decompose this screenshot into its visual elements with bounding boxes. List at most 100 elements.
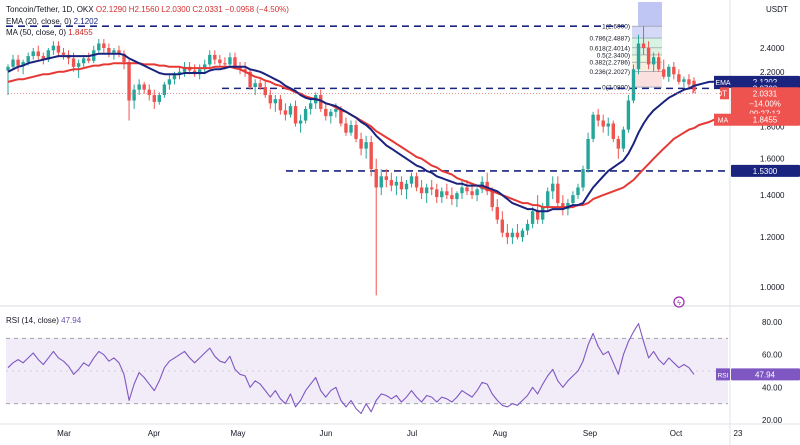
rsi-tick-label: 40.00 (762, 383, 783, 392)
candle-body (324, 108, 328, 117)
candle-body (384, 176, 389, 180)
candle-body (112, 50, 116, 53)
candle-body (626, 100, 631, 130)
candle-body (263, 87, 267, 96)
candle-body (152, 95, 156, 102)
candle-body (687, 79, 691, 85)
candle-body (445, 191, 449, 196)
legend-symbol: Toncoin/Tether, 1D, OKX (6, 5, 94, 14)
last-price-change: −14.00% (749, 99, 781, 108)
time-tick-label: 23 (734, 429, 743, 438)
candle-body (641, 43, 646, 48)
rsi-tick-label: 20.00 (762, 416, 783, 425)
candle-body (546, 191, 550, 208)
candle-body (132, 89, 136, 101)
rsi-value-badge (731, 368, 800, 381)
candle-body (540, 207, 545, 220)
fib-zone (632, 71, 662, 88)
candle-body (435, 189, 439, 198)
event-marker-icon (673, 296, 685, 308)
time-tick-label: Oct (670, 429, 683, 438)
fib-label: 0.236(2.2027) (590, 69, 630, 76)
candle-body (243, 69, 247, 72)
candle-body (349, 125, 353, 133)
time-tick-label: Jul (407, 429, 417, 438)
candle-body (329, 111, 333, 117)
event-marker-glyph: ϟ (677, 300, 681, 307)
candle-body (197, 69, 202, 75)
candle-body (369, 142, 373, 170)
candle-body (399, 181, 404, 190)
ma-50-line (7, 62, 715, 209)
rsi-tick-label: 80.00 (762, 318, 783, 327)
candle-body (223, 63, 227, 65)
legend-open: O2.1290 (95, 5, 127, 14)
legend-ema: EMA (20, close, 0) 2.1202 (6, 17, 98, 26)
price-axis-badge-value: 2.1202 (753, 78, 778, 87)
fib-label: 0.382(2.2786) (590, 60, 630, 67)
candle-body (16, 59, 20, 66)
rsi-tag (716, 368, 730, 381)
time-tick-label: May (230, 429, 245, 438)
candle-body (334, 108, 338, 112)
fib-label: 0.618(2.4014) (590, 45, 630, 52)
candle-body (364, 142, 368, 149)
candle-body (354, 125, 358, 139)
time-tick-label: Mar (57, 429, 71, 438)
candle-body (203, 64, 207, 70)
candle-body (122, 53, 126, 63)
legend-rsi-value: 47.94 (61, 316, 82, 325)
candle-body (81, 58, 86, 64)
indicator-tag-label: EMA (715, 80, 731, 87)
rsi-line (7, 323, 695, 415)
legend-rsi-label: RSI (14, close) (6, 316, 59, 325)
price-axis-badge (731, 164, 800, 177)
indicator-tag-label: MA (718, 118, 729, 125)
candle-body (268, 95, 272, 104)
indicator-tag (714, 75, 732, 88)
legend-ema-label: EMA (20, close, 0) (6, 17, 72, 26)
candle-body (258, 83, 262, 88)
candle-body (278, 99, 283, 111)
ema-20-line (7, 52, 715, 213)
candle-body (213, 54, 217, 60)
candle-body (97, 43, 101, 51)
legend-ma-label: MA (50, close, 0) (6, 28, 67, 37)
candle-body (142, 84, 146, 90)
candle-body (646, 48, 651, 65)
candle-body (470, 191, 474, 196)
candle-body (51, 45, 56, 51)
candle-body (379, 176, 383, 188)
symbol-tag-label: TONUSDT (688, 89, 727, 98)
candle-body (233, 57, 237, 67)
candle-body (273, 99, 278, 104)
candle-body (455, 193, 459, 200)
price-tick-label: 1.0000 (760, 283, 785, 292)
candle-body (46, 50, 51, 60)
candle-body (61, 52, 66, 55)
indicator-tag (714, 113, 732, 126)
candle-body (460, 187, 464, 194)
candle-body (672, 66, 676, 75)
rsi-value-badge-label: 47.94 (755, 370, 776, 379)
candle-body (414, 176, 419, 188)
candle-body (601, 120, 605, 127)
candle-body (41, 56, 46, 60)
candle-body (56, 45, 61, 53)
candle-body (530, 211, 535, 224)
fib-zone (632, 38, 662, 48)
legend-high: H2.1560 (128, 5, 160, 14)
time-tick-label: Apr (148, 429, 161, 438)
candle-body (208, 54, 212, 65)
candle-body (182, 66, 187, 72)
candle-body (238, 66, 242, 70)
candle-body (167, 79, 172, 85)
candle-body (26, 56, 30, 63)
candle-body (505, 232, 510, 238)
candle-body (636, 43, 641, 70)
candle-body (510, 232, 515, 238)
candle-body (6, 66, 10, 71)
candle-body (581, 169, 585, 188)
candle-body (667, 66, 671, 77)
